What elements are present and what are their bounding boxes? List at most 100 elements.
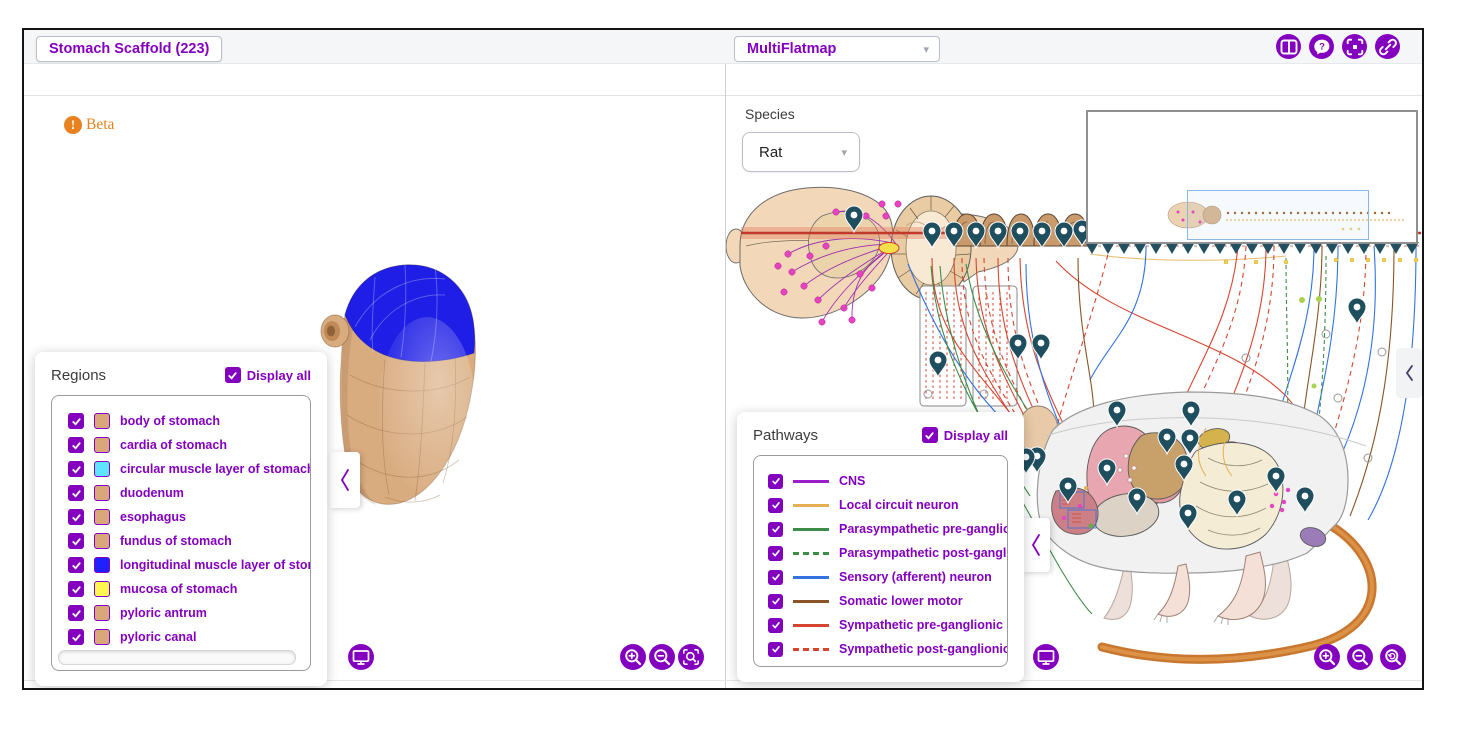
permalink-button[interactable] [1375, 34, 1400, 59]
pathway-line-sample [793, 479, 829, 483]
rat-flatmap[interactable] [726, 96, 1422, 680]
region-color-swatch[interactable] [94, 629, 110, 645]
pathway-label: Parasympathetic pre-ganglionic [839, 522, 1007, 536]
left-viewer-controls [348, 644, 374, 670]
chevron-down-icon: ▾ [923, 43, 929, 56]
region-color-swatch[interactable] [94, 605, 110, 621]
zoom-out-button[interactable] [649, 644, 675, 670]
check-icon [228, 371, 237, 380]
zoom-reset-button[interactable] [1380, 644, 1406, 670]
pathway-row: CNS [768, 469, 1007, 493]
map-type-select[interactable]: MultiFlatmap ▾ [734, 36, 940, 62]
svg-text:?: ? [1319, 41, 1325, 52]
region-color-swatch[interactable] [94, 557, 110, 573]
check-icon [925, 431, 934, 440]
sidebar-open-toggle[interactable] [1396, 348, 1422, 398]
region-label: pyloric antrum [120, 606, 207, 620]
pathway-row: Somatic lower motor [768, 589, 1007, 613]
zoom-in-button[interactable] [1314, 644, 1340, 670]
region-color-swatch[interactable] [94, 581, 110, 597]
pathway-line-sample [793, 647, 829, 651]
zoom-out-button[interactable] [1347, 644, 1373, 670]
pathway-checkbox[interactable] [768, 641, 783, 657]
regions-horizontal-scrollbar[interactable] [58, 650, 296, 665]
display-all-checkbox[interactable] [921, 427, 938, 443]
zoom-out-icon [654, 649, 671, 666]
region-color-swatch[interactable] [94, 509, 110, 525]
help-icon: ? [1313, 39, 1329, 54]
help-button[interactable]: ? [1309, 34, 1334, 59]
region-row: fundus of stomach [68, 529, 310, 553]
display-all-checkbox[interactable] [224, 367, 241, 383]
neuron-dots [774, 200, 902, 326]
fit-window-button[interactable] [1033, 644, 1059, 670]
region-label: duodenum [120, 486, 184, 500]
pathway-checkbox[interactable] [768, 617, 783, 633]
fullscreen-button[interactable] [1342, 34, 1367, 59]
pathway-checkbox[interactable] [768, 521, 783, 537]
flatmap-minimap[interactable] [1086, 110, 1418, 244]
fit-window-button[interactable] [348, 644, 374, 670]
beta-label: Beta [86, 116, 115, 133]
tab-stomach-scaffold[interactable]: Stomach Scaffold (223) [36, 36, 223, 62]
yellow-node-dots [1223, 257, 1419, 265]
pin-tips-row[interactable] [1085, 242, 1419, 254]
pathway-checkbox[interactable] [768, 473, 783, 489]
pathway-checkbox[interactable] [768, 545, 783, 561]
stomach-scaffold-3d[interactable] [315, 255, 495, 520]
pathway-checkbox[interactable] [768, 593, 783, 609]
fullscreen-icon [1346, 38, 1363, 55]
region-checkbox[interactable] [68, 413, 84, 429]
check-icon [71, 537, 81, 546]
region-color-swatch[interactable] [94, 461, 110, 477]
split-screen-button[interactable] [1276, 34, 1301, 59]
region-label: esophagus [120, 510, 186, 524]
pathways-drawer-toggle[interactable] [1022, 518, 1050, 572]
region-color-swatch[interactable] [94, 533, 110, 549]
zoom-fit-button[interactable] [678, 644, 704, 670]
regions-drawer-toggle[interactable] [330, 452, 360, 508]
check-icon [771, 574, 780, 581]
region-color-swatch[interactable] [94, 413, 110, 429]
display-all-label[interactable]: Display all [246, 367, 311, 383]
region-checkbox[interactable] [68, 605, 84, 621]
split-screen-icon [1280, 39, 1297, 54]
check-icon [71, 417, 81, 426]
region-checkbox[interactable] [68, 485, 84, 501]
region-checkbox[interactable] [68, 629, 84, 645]
display-all-label[interactable]: Display all [943, 427, 1008, 443]
region-checkbox[interactable] [68, 509, 84, 525]
pelvic-cluster [1269, 487, 1291, 513]
pathway-row: Sympathetic pre-ganglionic [768, 613, 1007, 637]
region-row: duodenum [68, 481, 310, 505]
region-row: mucosa of stomach [68, 577, 310, 601]
pathway-label: Parasympathetic post-ganglionic [839, 546, 1007, 560]
region-color-swatch[interactable] [94, 485, 110, 501]
check-icon [71, 465, 81, 474]
region-checkbox[interactable] [68, 581, 84, 597]
pathway-label: Somatic lower motor [839, 594, 963, 608]
species-select[interactable]: Rat ▾ [742, 132, 860, 172]
region-checkbox[interactable] [68, 533, 84, 549]
tab-label: Stomach Scaffold (223) [49, 41, 210, 57]
right-zoom-controls [1314, 644, 1406, 670]
region-checkbox[interactable] [68, 437, 84, 453]
chevron-left-icon [340, 469, 349, 491]
region-checkbox[interactable] [68, 557, 84, 573]
warning-icon: ! [64, 116, 82, 134]
region-checkbox[interactable] [68, 461, 84, 477]
region-color-swatch[interactable] [94, 437, 110, 453]
zoom-in-button[interactable] [620, 644, 646, 670]
region-label: circular muscle layer of stomach [120, 462, 310, 476]
check-icon [71, 561, 81, 570]
check-icon [71, 489, 81, 498]
check-icon [71, 513, 81, 522]
panel-divider [725, 64, 726, 688]
pathway-checkbox[interactable] [768, 497, 783, 513]
check-icon [771, 598, 780, 605]
region-label: pyloric canal [120, 630, 197, 644]
species-value: Rat [759, 143, 783, 161]
minimap-viewport[interactable] [1187, 190, 1369, 240]
tabs-row [24, 64, 1422, 96]
pathway-checkbox[interactable] [768, 569, 783, 585]
